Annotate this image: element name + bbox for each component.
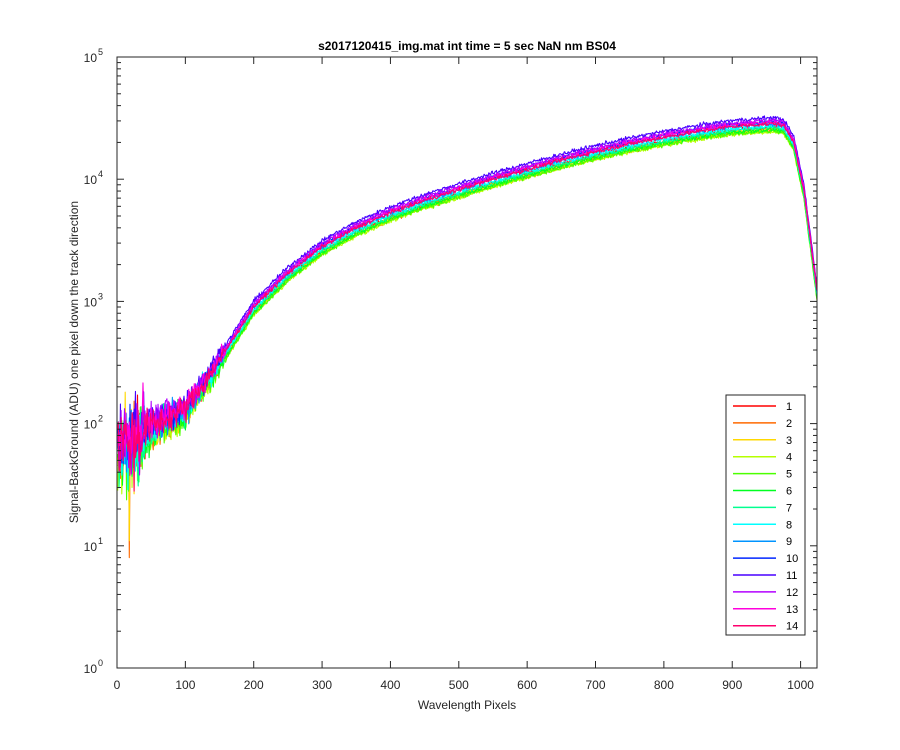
y-tick-label: 10	[84, 540, 98, 554]
legend-label-1: 1	[786, 401, 792, 413]
series-layer	[117, 115, 818, 559]
x-tick-label: 300	[312, 678, 332, 692]
y-tick-label-exponent: 4	[98, 169, 103, 179]
legend-label-14: 14	[786, 621, 798, 633]
x-tick-label: 800	[654, 678, 674, 692]
legend-label-5: 5	[786, 469, 792, 481]
x-tick-label: 500	[449, 678, 469, 692]
y-tick-label: 10	[84, 173, 98, 187]
x-tick-label: 0	[114, 678, 121, 692]
legend-label-7: 7	[786, 502, 792, 514]
y-tick-label-exponent: 1	[98, 536, 103, 546]
x-tick-label: 100	[175, 678, 195, 692]
y-tick-label: 10	[84, 295, 98, 309]
x-tick-label: 900	[722, 678, 742, 692]
legend-label-12: 12	[786, 587, 798, 599]
y-tick-label-exponent: 3	[98, 291, 103, 301]
y-tick-label-exponent: 2	[98, 414, 103, 424]
y-tick-label: 10	[84, 418, 98, 432]
legend-label-4: 4	[786, 452, 792, 464]
x-tick-label: 1000	[787, 678, 814, 692]
y-tick-label: 10	[84, 51, 98, 65]
series-line-5	[117, 129, 818, 501]
x-axis-label: Wavelength Pixels	[418, 698, 516, 712]
series-line-8	[117, 123, 818, 491]
legend-label-13: 13	[786, 604, 798, 616]
x-tick-label: 600	[517, 678, 537, 692]
series-line-11	[117, 115, 818, 470]
legend-label-11: 11	[786, 570, 797, 582]
plot-area	[117, 57, 817, 668]
legend-label-3: 3	[786, 435, 792, 447]
legend-label-9: 9	[786, 536, 792, 548]
x-tick-label: 400	[380, 678, 400, 692]
x-tick-label: 700	[586, 678, 606, 692]
y-axis-label: Signal-BackGround (ADU) one pixel down t…	[67, 201, 81, 523]
y-tick-label-exponent: 0	[98, 658, 103, 668]
y-tick-label: 10	[84, 662, 98, 676]
legend-label-8: 8	[786, 519, 792, 531]
legend-label-10: 10	[786, 553, 798, 565]
legend-label-2: 2	[786, 418, 792, 430]
legend-box	[725, 394, 806, 636]
legend-label-6: 6	[786, 486, 792, 498]
series-line-14	[117, 121, 818, 492]
chart-title: s2017120415_img.mat int time = 5 sec NaN…	[318, 39, 616, 53]
axes-box	[116, 56, 818, 669]
x-tick-label: 200	[244, 678, 264, 692]
y-tick-label-exponent: 5	[98, 47, 103, 57]
